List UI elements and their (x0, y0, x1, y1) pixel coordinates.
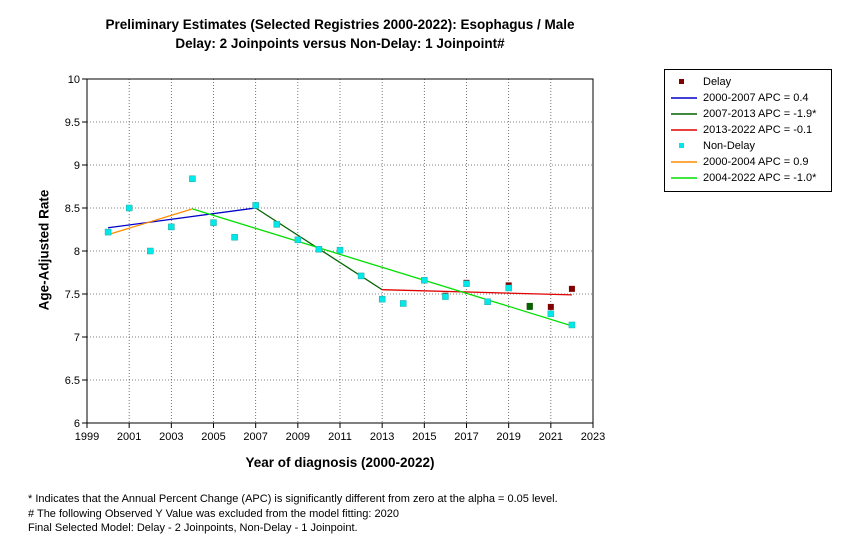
y-tick-label: 6.5 (65, 375, 80, 387)
non-delay-point (147, 247, 154, 255)
x-tick-label: 1999 (75, 431, 99, 443)
legend-label: Non-Delay (703, 140, 755, 152)
non-delay-point (252, 202, 259, 209)
non-delay-point (189, 175, 196, 183)
joinpoint-segment-line (107, 207, 256, 229)
y-tick-label: 7 (74, 332, 80, 344)
joinpoint-segment-line (107, 208, 193, 236)
x-tick-label: 2001 (117, 431, 141, 443)
y-tick-label: 9 (74, 160, 80, 172)
non-delay-point (400, 300, 407, 307)
legend-line-swatch (671, 129, 697, 131)
legend-label: 2013-2022 APC = -0.1 (703, 124, 813, 136)
legend-label: 2007-2013 APC = -1.9* (703, 108, 817, 120)
y-tick-label: 8.5 (65, 203, 80, 215)
footnotes: * Indicates that the Annual Percent Chan… (28, 492, 558, 536)
legend-label: 2004-2022 APC = -1.0* (703, 172, 817, 184)
x-tick-label: 2021 (539, 431, 563, 443)
legend-marker-swatch (679, 79, 684, 84)
joinpoint-segment-line (382, 289, 572, 296)
footnote-excluded: # The following Observed Y Value was exc… (28, 507, 399, 520)
x-tick-label: 2013 (370, 431, 394, 443)
data-series (104, 175, 576, 329)
x-tick-label: 2011 (328, 431, 352, 443)
x-tick-label: 2023 (581, 431, 605, 443)
y-tick-label: 8 (74, 246, 80, 258)
non-delay-point (231, 233, 238, 241)
x-tick-label: 2007 (243, 431, 267, 443)
x-tick-label: 2019 (496, 431, 520, 443)
non-delay-point (484, 298, 491, 305)
non-delay-point (442, 293, 449, 300)
non-delay-point (421, 276, 428, 284)
non-delay-point (315, 246, 323, 253)
legend-label: Delay (703, 76, 732, 88)
x-tick-label: 2003 (159, 431, 183, 443)
y-tick-label: 7.5 (65, 289, 80, 301)
delay-point (568, 285, 575, 292)
footnote-significance: * Indicates that the Annual Percent Chan… (28, 493, 558, 505)
legend-line-swatch (671, 161, 697, 163)
legend-line-swatch (671, 97, 697, 99)
non-delay-point (505, 284, 512, 292)
legend-line-swatch (671, 177, 697, 179)
legend-marker-swatch (679, 143, 684, 148)
x-tick-label: 2015 (412, 431, 436, 443)
non-delay-point (336, 246, 344, 254)
non-delay-point (168, 223, 175, 231)
delay-point (547, 303, 554, 310)
excluded-point (526, 302, 533, 310)
legend-label: 2000-2004 APC = 0.9 (703, 156, 809, 168)
x-tick-label: 2009 (286, 431, 310, 443)
non-delay-point (463, 280, 470, 287)
non-delay-point (568, 321, 576, 329)
non-delay-point (273, 221, 280, 228)
axes: 6 6.5 7 7.5 8 8.5 9 9.5 10 1999 2001 2003 2005 2007 20… (65, 74, 606, 443)
x-tick-label: 2017 (454, 431, 478, 443)
chart-legend: Delay 2000-2007 APC = 0.4 2007-2013 APC = … (664, 69, 832, 192)
non-delay-point (294, 236, 302, 244)
chart-subtitle: Delay: 2 Joinpoints versus Non-Delay: 1 … (175, 36, 505, 51)
non-delay-point (547, 310, 555, 318)
chart-title: Preliminary Estimates (Selected Registri… (105, 17, 575, 32)
legend-label: 2000-2007 APC = 0.4 (703, 92, 809, 104)
x-tick-label: 2005 (201, 431, 225, 443)
y-axis-label: Age-Adjusted Rate (36, 189, 52, 311)
y-tick-label: 9.5 (65, 117, 80, 129)
non-delay-point (378, 295, 386, 303)
legend-line-swatch (671, 113, 697, 115)
grid-lines (87, 79, 593, 423)
non-delay-point (125, 204, 133, 212)
footnote-final-model: Final Selected Model: Delay - 2 Joinpoin… (28, 522, 358, 534)
non-delay-point (357, 272, 365, 280)
x-axis-label: Year of diagnosis (2000-2022) (245, 455, 435, 470)
non-delay-point (210, 219, 217, 226)
y-tick-label: 6 (74, 418, 80, 430)
non-delay-point (104, 228, 112, 236)
joinpoint-segment-line (192, 208, 573, 327)
y-tick-label: 10 (68, 74, 80, 86)
